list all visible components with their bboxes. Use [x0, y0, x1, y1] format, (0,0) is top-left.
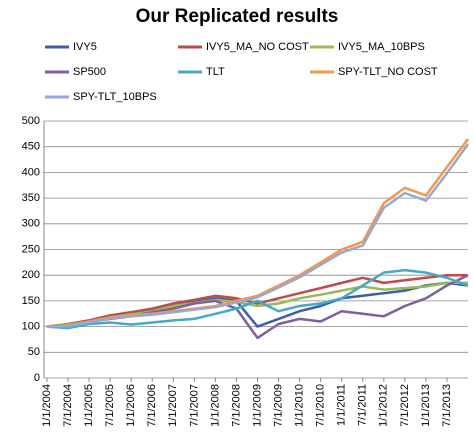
y-tick-label: 500: [22, 115, 40, 127]
x-tick-label: 7/1/2006: [146, 384, 158, 427]
legend-label: SPY-TLT_NO COST: [338, 66, 438, 78]
legend-label: SPY-TLT_10BPS: [73, 91, 157, 103]
x-tick-label: 7/1/2005: [104, 384, 116, 427]
y-tick-label: 250: [22, 243, 40, 255]
x-tick-label: 1/1/2013: [420, 384, 432, 427]
y-tick-label: 200: [22, 269, 40, 281]
x-tick-label: 7/1/2008: [230, 384, 242, 427]
legend-label: IVY5: [73, 41, 97, 53]
legend-label: IVY5_MA_10BPS: [338, 41, 425, 53]
y-tick-label: 0: [34, 372, 40, 384]
y-tick-label: 50: [28, 346, 40, 358]
x-tick-label: 1/1/2007: [167, 384, 179, 427]
x-tick-label: 7/1/2004: [62, 384, 74, 427]
series-line: [46, 273, 468, 328]
series-line: [46, 143, 470, 328]
y-tick-label: 100: [22, 321, 40, 333]
y-tick-label: 350: [22, 192, 40, 204]
legend-label: IVY5_MA_NO COST: [206, 41, 309, 53]
x-tick-label: 1/1/2011: [336, 384, 348, 426]
x-tick-label: 7/1/2010: [315, 384, 327, 427]
x-tick-label: 1/1/2008: [209, 384, 221, 427]
x-tick-label: 7/1/2009: [272, 384, 284, 427]
y-tick-label: 300: [22, 218, 40, 230]
x-tick-label: 1/1/2010: [294, 384, 306, 427]
series-line: [46, 268, 469, 330]
y-tick-label: 400: [22, 166, 40, 178]
y-tick-label: 150: [22, 295, 40, 307]
x-tick-label: 1/1/2005: [83, 384, 95, 427]
legend-label: SP500: [73, 66, 106, 78]
x-tick-label: 1/1/2009: [251, 384, 263, 427]
x-tick-label: 1/1/2006: [125, 384, 137, 427]
legend-label: TLT: [206, 66, 225, 78]
y-tick-label: 450: [22, 141, 40, 153]
x-tick-label: 7/1/2013: [441, 384, 453, 427]
x-tick-label: 7/1/2007: [188, 384, 200, 427]
x-tick-label: 7/1/2011: [357, 384, 369, 426]
x-tick-label: 7/1/2012: [399, 384, 411, 427]
chart-title: Our Replicated results: [136, 6, 339, 27]
x-tick-label: 1/1/2012: [378, 384, 390, 427]
x-tick-label: 1/1/2004: [41, 384, 53, 427]
